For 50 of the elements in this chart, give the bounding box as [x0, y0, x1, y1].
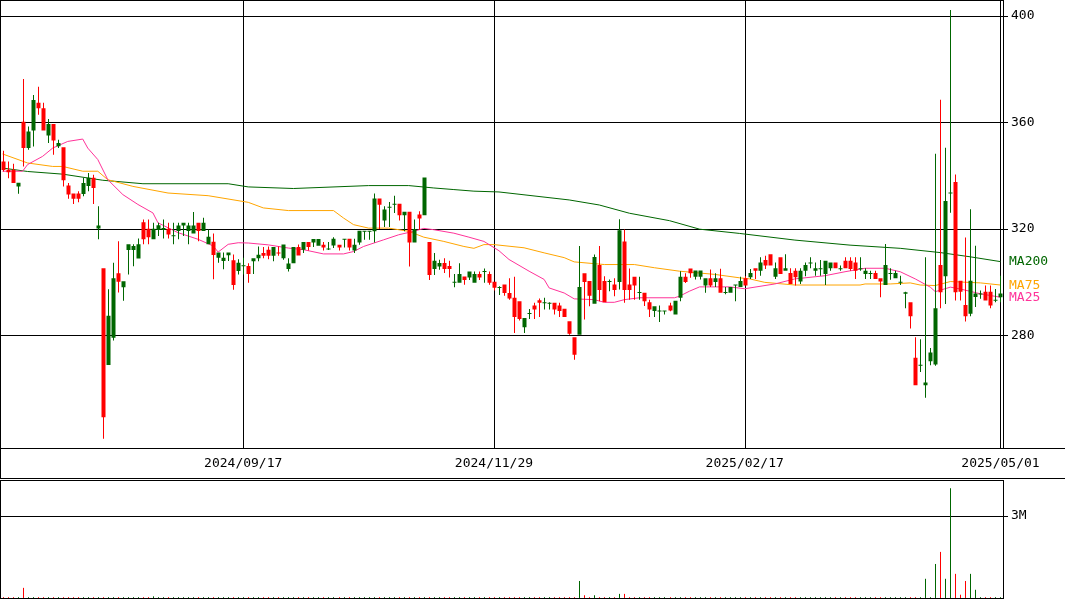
candlestick — [612, 278, 617, 297]
candlestick — [758, 257, 763, 276]
candlestick — [96, 206, 101, 240]
candlestick — [342, 238, 347, 248]
candlestick — [161, 219, 166, 239]
candlestick — [326, 241, 331, 250]
candlestick — [963, 237, 968, 322]
candlestick — [703, 278, 708, 293]
series-label: MA200 — [1009, 253, 1049, 269]
candlestick — [898, 275, 903, 286]
candlestick — [171, 222, 176, 245]
candlestick — [482, 268, 487, 283]
y-tick-label: 320 — [1011, 220, 1035, 236]
x-tick-label: 2024/11/29 — [454, 454, 534, 470]
candlestick — [387, 202, 392, 228]
candlestick — [392, 195, 397, 213]
line-series — [2, 138, 1001, 303]
y-tick-label: 360 — [1011, 113, 1035, 129]
candlestick — [903, 291, 908, 309]
candlestick — [116, 241, 121, 293]
candlestick — [938, 99, 943, 309]
line-series — [2, 153, 1001, 287]
candlestick — [808, 257, 813, 269]
candlestick — [607, 279, 612, 292]
y-tick-label: 280 — [1011, 326, 1035, 342]
candlestick — [637, 276, 642, 300]
candlestick — [993, 289, 998, 303]
x-tick-label: 2024/09/17 — [204, 454, 283, 470]
candlestick — [547, 302, 552, 310]
candlestick — [783, 254, 788, 271]
candlestick — [537, 298, 542, 317]
candlestick — [753, 268, 758, 279]
candlestick — [858, 257, 863, 271]
x-tick-label: 2025/02/17 — [705, 454, 784, 470]
candlestick — [241, 257, 246, 275]
candlestick — [527, 308, 532, 320]
candlestick — [668, 302, 673, 312]
candlestick — [367, 230, 372, 240]
candlestick — [417, 211, 422, 230]
candlestick — [923, 257, 928, 398]
x-tick-label: 2025/05/01 — [961, 454, 1040, 470]
candlestick — [918, 339, 923, 372]
candlestick — [948, 10, 953, 213]
candlestick — [276, 246, 281, 256]
y-tick-label: 400 — [1011, 7, 1035, 23]
candlestick — [713, 273, 718, 287]
candlestick — [868, 270, 873, 279]
y-tick-label: 3M — [1011, 507, 1027, 523]
candlestick — [477, 271, 482, 280]
candlestick — [497, 286, 502, 296]
